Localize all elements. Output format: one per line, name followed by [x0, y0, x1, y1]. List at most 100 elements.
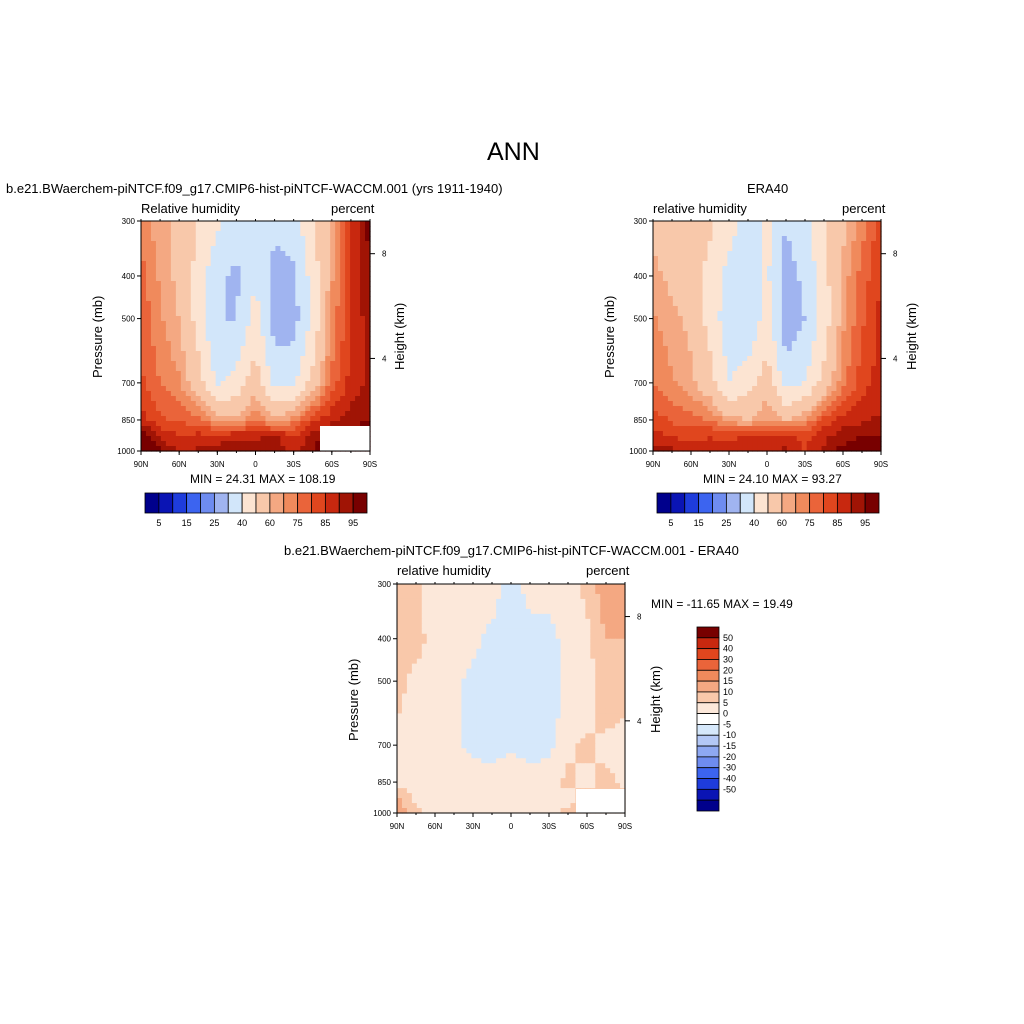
heat-cell [786, 411, 793, 417]
heat-cell [230, 386, 237, 392]
heat-cell [235, 316, 242, 322]
heat-cell [707, 311, 714, 317]
heat-cell [861, 266, 867, 272]
heat-cell [250, 376, 257, 382]
heat-cell [846, 316, 852, 322]
heat-cell [677, 246, 684, 252]
heat-cell [752, 361, 758, 367]
y-right-tick-label: 8 [893, 250, 898, 259]
heat-cell [687, 286, 694, 292]
heat-cell [575, 643, 581, 650]
heat-cell [615, 603, 621, 610]
heat-cell [240, 421, 247, 427]
heat-cell [421, 603, 428, 610]
heat-cell [520, 643, 527, 650]
heat-cell [821, 281, 828, 287]
heat-cell [265, 426, 272, 432]
heat-cell [687, 401, 694, 407]
heat-cell [677, 336, 684, 342]
heat-cell [707, 416, 714, 422]
heat-cell [365, 421, 371, 427]
heat-cell [486, 588, 492, 595]
heat-cell [841, 371, 847, 377]
heat-cell [491, 593, 497, 600]
heat-cell [360, 336, 366, 342]
heat-cell [687, 436, 694, 442]
heat-cell [762, 236, 768, 242]
heat-cell [406, 584, 413, 590]
heat-cell [235, 226, 242, 232]
heat-cell [150, 226, 157, 232]
heat-cell [305, 406, 311, 412]
heat-cell [325, 251, 331, 257]
heat-cell [702, 401, 709, 407]
heat-cell [170, 441, 177, 447]
heat-cell [355, 321, 361, 327]
heat-cell [275, 391, 281, 397]
heat-cell [290, 401, 296, 407]
heat-cell [653, 351, 659, 357]
heat-cell [170, 401, 177, 407]
heat-cell [180, 376, 187, 382]
heat-cell [762, 431, 768, 437]
heat-cell [752, 406, 758, 412]
heat-cell [796, 421, 803, 427]
heat-cell [235, 416, 242, 422]
heat-cell [160, 421, 167, 427]
heat-cell [160, 311, 167, 317]
heat-cell [175, 271, 182, 277]
heat-cell [737, 241, 743, 247]
heat-cell [856, 271, 862, 277]
heat-cell [245, 256, 252, 262]
heat-cell [160, 381, 167, 387]
heat-cell [200, 446, 207, 452]
heat-cell [697, 341, 704, 347]
heat-cell [245, 416, 252, 422]
heat-cell [295, 261, 301, 267]
heat-cell [365, 331, 371, 337]
heat-cell [220, 336, 227, 342]
heat-cell [717, 421, 723, 427]
heat-cell [662, 381, 669, 387]
heat-cell [280, 326, 286, 332]
heat-cell [355, 286, 361, 292]
heat-cell [771, 346, 778, 352]
heat-cell [836, 366, 842, 372]
heat-cell [717, 236, 723, 242]
heat-cell [742, 421, 748, 427]
heat-cell [355, 281, 361, 287]
heat-cell [210, 226, 217, 232]
heat-cell [300, 376, 306, 382]
heat-cell [831, 286, 837, 292]
heat-cell [747, 356, 753, 362]
heat-cell [791, 241, 798, 247]
heat-cell [861, 301, 867, 307]
heat-cell [692, 351, 699, 357]
heat-cell [185, 336, 192, 342]
heat-cell [330, 351, 336, 357]
heat-cell [330, 251, 336, 257]
heat-cell [270, 411, 277, 417]
heat-cell [866, 261, 872, 267]
heat-cell [150, 246, 157, 252]
heat-cell [250, 341, 257, 347]
heat-cell [771, 376, 778, 382]
heat-cell [806, 351, 813, 357]
heat-cell [831, 261, 837, 267]
heat-cell [846, 436, 852, 442]
heat-cell [285, 251, 291, 257]
heat-cell [355, 296, 361, 302]
heat-cell [762, 391, 768, 397]
heat-cell [270, 381, 277, 387]
heat-cell [796, 361, 803, 367]
heat-cell [210, 381, 217, 387]
heat-cell [677, 286, 684, 292]
heat-cell [150, 346, 157, 352]
heat-cell [265, 386, 272, 392]
heat-cell [672, 376, 679, 382]
heat-cell [350, 226, 356, 232]
heat-cell [796, 261, 803, 267]
heat-cell [757, 271, 763, 277]
heat-cell [265, 421, 272, 427]
